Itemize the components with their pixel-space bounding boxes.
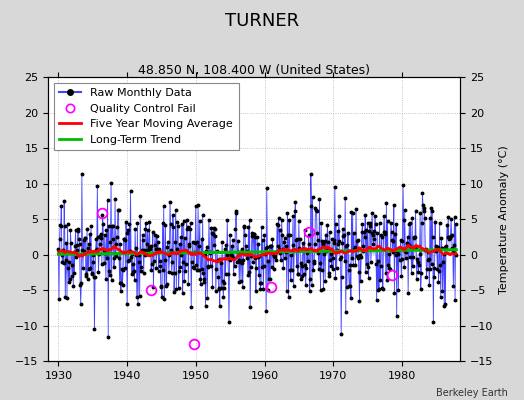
Title: 48.850 N, 108.400 W (United States): 48.850 N, 108.400 W (United States) [138, 64, 370, 77]
Text: Berkeley Earth: Berkeley Earth [436, 388, 508, 398]
Y-axis label: Temperature Anomaly (°C): Temperature Anomaly (°C) [499, 145, 509, 294]
Legend: Raw Monthly Data, Quality Control Fail, Five Year Moving Average, Long-Term Tren: Raw Monthly Data, Quality Control Fail, … [53, 82, 238, 150]
Text: TURNER: TURNER [225, 12, 299, 30]
